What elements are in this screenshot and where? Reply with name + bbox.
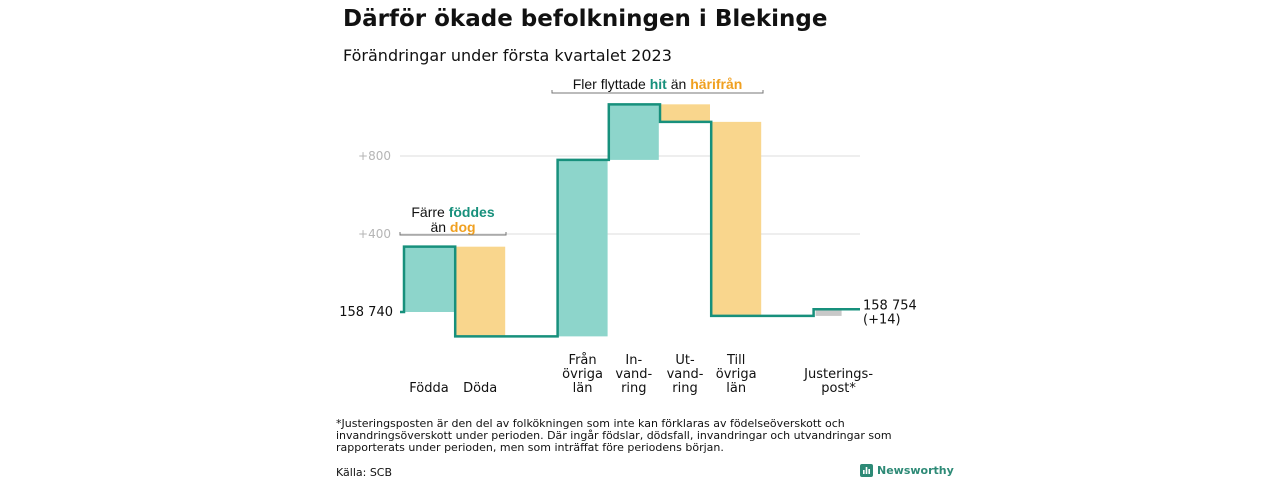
bar-0 <box>404 246 454 312</box>
annotation-text: Färre föddes <box>411 204 494 220</box>
category-label: Till <box>726 353 745 368</box>
brand-name: Newsworthy <box>877 464 954 477</box>
chart-title: Därför ökade befolkningen i Blekinge <box>343 6 828 32</box>
bar-4 <box>660 104 710 122</box>
category-label: övriga <box>562 367 603 382</box>
bar-5 <box>711 121 762 316</box>
bar-3 <box>608 104 659 160</box>
category-label: Justerings- <box>803 367 873 382</box>
end-value-label: (+14) <box>863 312 901 327</box>
category-label: Födda <box>409 381 448 396</box>
running-total-line <box>400 103 860 338</box>
bar-6 <box>815 309 842 316</box>
category-label: In- <box>625 353 642 368</box>
annotation-text: Fler flyttade hit än härifrån <box>573 76 743 92</box>
waterfall-chart: +400 +800 158 740 158 754(+14) Födda Döda Från… <box>339 76 917 396</box>
annotation-bracket <box>399 232 507 236</box>
category-label: ring <box>621 381 646 396</box>
category-label: län <box>726 381 746 396</box>
category-label: post* <box>821 381 856 396</box>
bar-1 <box>455 246 506 337</box>
category-label: Från <box>569 353 597 368</box>
start-value-label: 158 740 <box>339 305 393 320</box>
category-label: vand- <box>667 367 704 382</box>
chart-subtitle: Förändringar under första kvartalet 2023 <box>343 46 672 65</box>
category-label: Döda <box>463 381 497 396</box>
newsworthy-logo: Newsworthy <box>860 464 954 477</box>
source-credit: Källa: SCB <box>336 466 393 479</box>
category-label: vand- <box>615 367 652 382</box>
y-tick-label: +400 <box>358 227 391 241</box>
annotation-bracket <box>551 90 764 94</box>
y-tick-label: +800 <box>358 149 391 163</box>
end-value-label: 158 754 <box>863 298 917 313</box>
footnote: *Justeringsposten är den del av folkökni… <box>336 417 892 454</box>
category-label: Ut- <box>675 353 695 368</box>
category-label: övriga <box>716 367 757 382</box>
annotation-text: än dog <box>430 219 475 235</box>
bar-2 <box>557 159 608 337</box>
category-label: ring <box>672 381 697 396</box>
bar-chart-icon <box>860 464 873 477</box>
category-label: län <box>573 381 593 396</box>
